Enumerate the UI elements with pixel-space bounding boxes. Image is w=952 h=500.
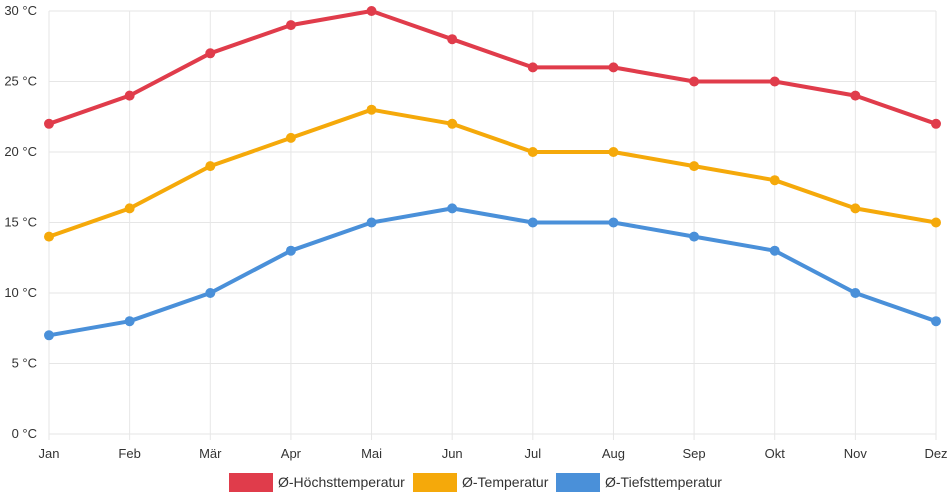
data-point[interactable]: [205, 288, 216, 298]
legend-item-0[interactable]: Ø-Höchsttemperatur: [229, 473, 405, 492]
y-tick-label: 30 °C: [4, 3, 37, 18]
data-point[interactable]: [689, 161, 700, 172]
x-tick-label: Nov: [844, 446, 868, 461]
y-tick-label: 25 °C: [4, 74, 37, 89]
grid: [48, 10, 937, 440]
x-tick-label: Dez: [924, 446, 947, 461]
data-point[interactable]: [366, 104, 377, 115]
legend-swatch: [229, 473, 273, 492]
data-point[interactable]: [769, 245, 780, 256]
series-2: [44, 203, 941, 341]
y-tick-label: 10 °C: [4, 285, 37, 300]
series-0: [44, 6, 941, 129]
data-point[interactable]: [608, 147, 619, 157]
x-tick-label: Aug: [602, 446, 625, 461]
data-point[interactable]: [850, 288, 861, 298]
data-point[interactable]: [124, 90, 135, 101]
x-tick-label: Mär: [199, 446, 222, 461]
data-point[interactable]: [769, 175, 780, 186]
legend-label: Ø-Höchsttemperatur: [278, 474, 405, 490]
data-point[interactable]: [447, 34, 458, 45]
data-point[interactable]: [124, 316, 135, 327]
data-point[interactable]: [366, 217, 377, 228]
data-point[interactable]: [527, 62, 538, 73]
data-point[interactable]: [44, 231, 54, 242]
data-point[interactable]: [366, 6, 377, 16]
data-point[interactable]: [608, 62, 619, 73]
x-axis-ticks: Jan Feb Mär Apr Mai Jun Jul Aug Sep Okt Nov Dez: [39, 446, 948, 461]
data-point[interactable]: [285, 245, 296, 256]
series-line: [47, 107, 938, 239]
data-point[interactable]: [689, 76, 700, 87]
data-point[interactable]: [689, 231, 700, 242]
data-point[interactable]: [608, 217, 619, 228]
x-tick-label: Sep: [683, 446, 706, 461]
series-layer: [44, 6, 941, 341]
x-tick-label: Jul: [525, 446, 542, 461]
x-tick-label: Okt: [765, 446, 786, 461]
legend-item-1[interactable]: Ø-Temperatur: [413, 473, 549, 492]
data-point[interactable]: [850, 90, 861, 101]
x-tick-label: Apr: [281, 446, 302, 461]
y-tick-label: 20 °C: [4, 144, 37, 159]
series-1: [44, 104, 941, 242]
legend-label: Ø-Temperatur: [462, 474, 549, 490]
legend-label: Ø-Tiefsttemperatur: [605, 474, 722, 490]
data-point[interactable]: [931, 217, 941, 228]
legend-swatch: [556, 473, 600, 492]
data-point[interactable]: [205, 48, 216, 59]
data-point[interactable]: [931, 316, 941, 327]
data-point[interactable]: [527, 217, 538, 228]
y-tick-label: 15 °C: [4, 215, 37, 230]
data-point[interactable]: [285, 20, 296, 31]
y-axis-ticks: 0 °C 5 °C 10 °C 15 °C 20 °C 25 °C 30 °C: [4, 3, 37, 441]
data-point[interactable]: [527, 147, 538, 157]
x-tick-label: Jan: [39, 446, 60, 461]
x-tick-label: Feb: [118, 446, 140, 461]
data-point[interactable]: [769, 76, 780, 87]
data-point[interactable]: [285, 132, 296, 143]
y-tick-label: 5 °C: [12, 356, 37, 371]
series-line: [47, 206, 938, 338]
data-point[interactable]: [447, 203, 458, 214]
data-point[interactable]: [447, 118, 458, 129]
data-point[interactable]: [44, 118, 54, 129]
y-tick-label: 0 °C: [12, 426, 37, 441]
legend-item-2[interactable]: Ø-Tiefsttemperatur: [556, 473, 722, 492]
data-point[interactable]: [850, 203, 861, 214]
legend-swatch: [413, 473, 457, 492]
data-point[interactable]: [124, 203, 135, 214]
data-point[interactable]: [44, 330, 54, 341]
series-line: [47, 9, 938, 126]
legend: Ø-Höchsttemperatur Ø-Temperatur Ø-Tiefstte…: [229, 473, 722, 492]
x-tick-label: Mai: [361, 446, 382, 461]
x-tick-label: Jun: [442, 446, 463, 461]
data-point[interactable]: [931, 118, 941, 129]
data-point[interactable]: [205, 161, 216, 172]
